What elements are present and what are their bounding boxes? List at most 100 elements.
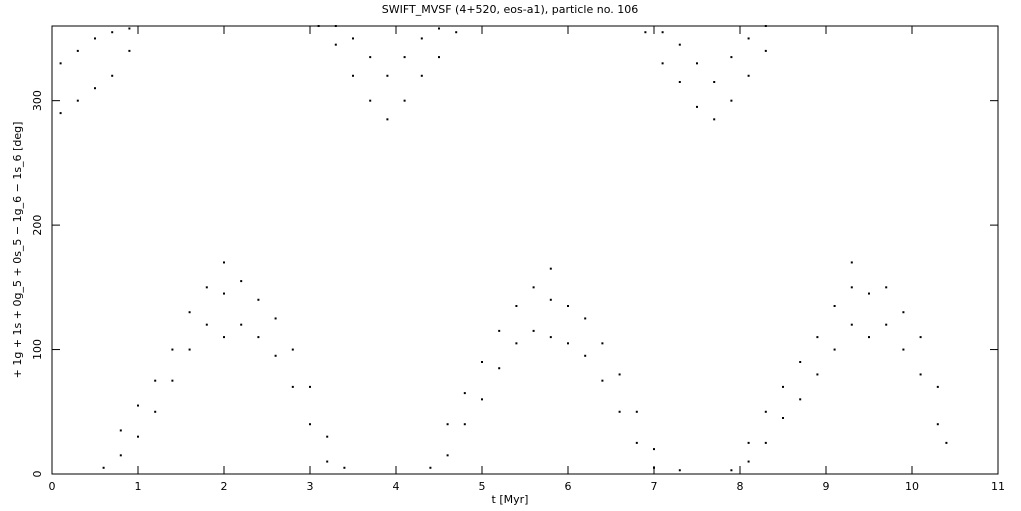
point — [782, 417, 784, 419]
point — [618, 410, 621, 413]
point — [816, 336, 819, 339]
point — [446, 423, 449, 426]
point — [128, 27, 131, 30]
point — [94, 87, 96, 90]
point — [764, 49, 767, 52]
point — [764, 410, 767, 413]
point — [205, 286, 208, 289]
point — [498, 367, 501, 370]
point — [678, 469, 681, 472]
point — [455, 31, 458, 34]
x-tick-label: 4 — [393, 480, 400, 493]
point — [833, 305, 836, 307]
point — [420, 74, 423, 77]
point — [369, 56, 372, 59]
point — [885, 286, 888, 289]
point — [463, 423, 466, 426]
point — [102, 466, 105, 469]
point — [403, 99, 406, 102]
point — [601, 342, 604, 345]
plot-frame — [51, 25, 999, 475]
point — [154, 410, 157, 413]
point — [326, 435, 329, 438]
point — [240, 280, 243, 283]
point — [868, 292, 870, 295]
point — [223, 261, 225, 264]
point — [730, 469, 733, 472]
point — [747, 441, 750, 444]
point — [661, 31, 664, 34]
point — [171, 348, 174, 351]
y-tick-label: 100 — [31, 339, 44, 360]
point — [515, 342, 518, 345]
point — [334, 25, 337, 27]
point — [119, 429, 122, 432]
point — [257, 298, 260, 301]
point — [111, 74, 114, 77]
point — [850, 261, 853, 264]
point — [309, 385, 311, 388]
point — [549, 336, 552, 339]
point — [274, 317, 277, 320]
point — [515, 305, 518, 307]
point — [816, 373, 819, 376]
point — [584, 317, 587, 320]
point — [747, 460, 750, 463]
point — [850, 286, 853, 289]
point — [850, 323, 853, 326]
point — [730, 99, 733, 102]
point — [481, 361, 483, 363]
point — [549, 298, 552, 301]
point — [498, 329, 501, 332]
point — [317, 25, 320, 27]
x-tick-label: 1 — [135, 480, 142, 493]
point — [747, 74, 750, 77]
point — [532, 329, 535, 332]
y-tick-label: 200 — [31, 215, 44, 236]
point — [653, 448, 655, 451]
point — [481, 398, 483, 401]
point — [678, 43, 681, 46]
point — [902, 348, 905, 351]
point — [188, 311, 191, 314]
point — [747, 37, 750, 40]
point — [919, 336, 922, 339]
point — [137, 404, 139, 407]
point — [257, 336, 260, 339]
point — [678, 81, 681, 83]
point — [59, 112, 62, 115]
x-tick-label: 11 — [991, 480, 1005, 493]
point — [137, 435, 139, 438]
point — [696, 62, 698, 65]
y-axis-label: + 1g + 1s + 0g_5 + 0s_5 − 1g_6 − 1s_6 [d… — [11, 122, 24, 379]
point — [919, 373, 922, 376]
point — [799, 398, 802, 401]
point — [274, 354, 277, 357]
point — [799, 361, 802, 363]
point — [223, 336, 225, 339]
point — [635, 441, 638, 444]
point — [618, 373, 621, 376]
point — [154, 379, 157, 382]
point — [343, 466, 346, 469]
point — [782, 385, 784, 388]
point — [119, 454, 122, 457]
x-tick-label: 8 — [737, 480, 744, 493]
point — [76, 49, 79, 52]
x-tick-label: 6 — [565, 480, 572, 493]
point — [171, 379, 174, 382]
point — [764, 441, 767, 444]
point — [584, 354, 587, 357]
y-tick-label: 0 — [31, 471, 44, 478]
point — [291, 348, 294, 351]
point — [764, 25, 767, 27]
point — [696, 105, 698, 108]
point — [188, 348, 191, 351]
point — [833, 348, 836, 351]
point — [868, 336, 870, 339]
point — [309, 423, 311, 426]
point — [326, 460, 329, 463]
point — [420, 37, 423, 40]
x-tick-label: 10 — [905, 480, 919, 493]
point — [205, 323, 208, 326]
